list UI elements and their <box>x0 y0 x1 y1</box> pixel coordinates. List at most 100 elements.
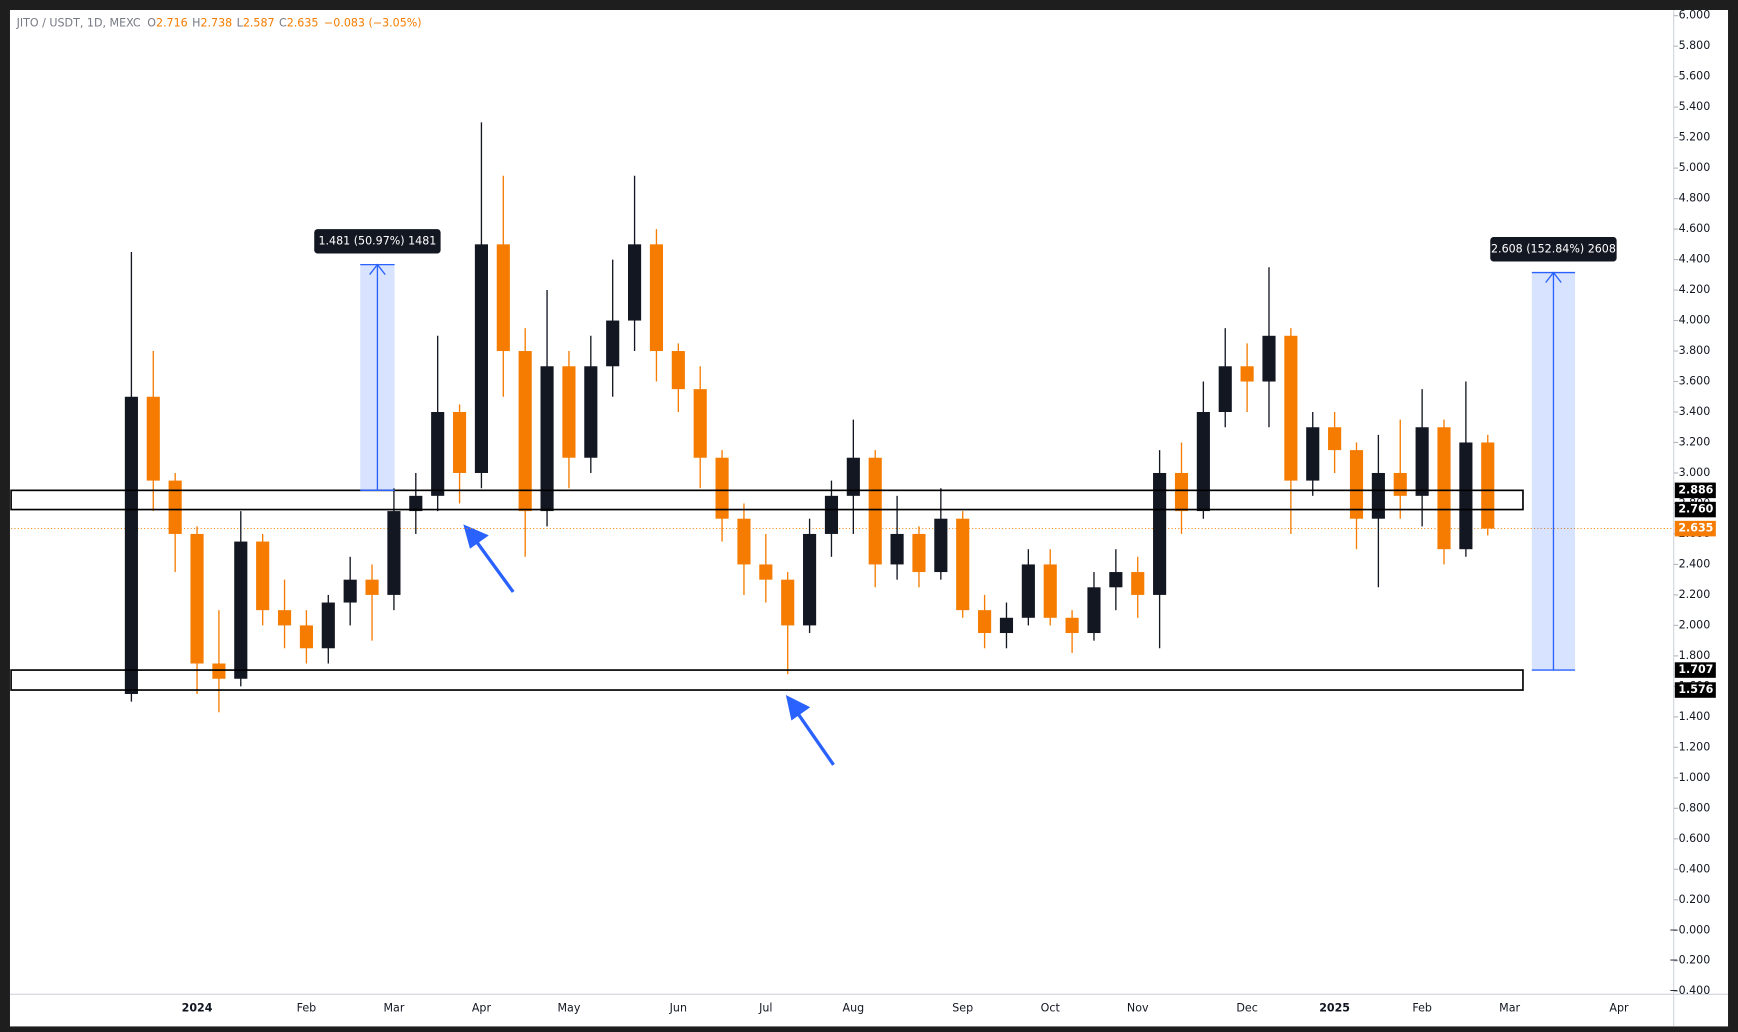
candle-body <box>474 244 488 473</box>
measure-label: 2.608 (152.84%) 2608 <box>1491 242 1616 255</box>
candle-body <box>540 366 554 512</box>
candle-body <box>737 518 751 565</box>
candle-body <box>1065 617 1079 634</box>
y-tick-label: 0.600 <box>1679 832 1711 845</box>
y-tick-label: 5.600 <box>1679 70 1711 83</box>
ohlc-value: 2.635 <box>287 16 319 29</box>
arrow-head <box>463 524 489 549</box>
candle-body <box>146 396 160 481</box>
x-tick-label: Aug <box>843 1002 865 1015</box>
ohlc-value: 2.738 <box>200 16 232 29</box>
candle-body <box>496 244 510 352</box>
y-tick-label: 5.400 <box>1679 100 1711 113</box>
candle-body <box>1196 412 1210 512</box>
candle-body <box>1459 442 1473 550</box>
x-tick-label: Mar <box>383 1002 404 1015</box>
y-tick-label: 3.200 <box>1679 435 1711 448</box>
measure-arrow <box>1545 271 1562 283</box>
candle-body <box>1043 564 1057 618</box>
candle-body <box>1131 572 1145 595</box>
y-tick-label: 1.800 <box>1679 649 1711 662</box>
arrow-head <box>785 695 811 721</box>
candle-body <box>1306 427 1320 481</box>
y-tick-label: 4.200 <box>1679 283 1711 296</box>
candle-body <box>781 579 795 626</box>
candle-body <box>978 610 992 634</box>
candle-body <box>321 602 335 649</box>
y-tick-label: 3.600 <box>1679 375 1711 388</box>
candle-body <box>256 541 270 611</box>
level-label-box <box>1674 482 1716 499</box>
y-tick-label: −0.400 <box>1669 984 1710 997</box>
candle-body <box>1262 335 1276 382</box>
y-tick-label: 1.000 <box>1679 771 1711 784</box>
ohlc-key: H <box>192 16 200 29</box>
x-tick-label: Mar <box>1499 1002 1520 1015</box>
symbol: JITO / USDT, 1D, MEXC <box>16 16 141 29</box>
measure-arrow <box>369 263 386 275</box>
y-tick-label: −0.000 <box>1669 923 1710 936</box>
zone <box>10 669 1524 691</box>
x-tick-label: Jul <box>758 1002 772 1015</box>
candle-body <box>518 351 532 512</box>
candle-body <box>124 396 138 694</box>
candle-body <box>868 457 882 565</box>
arrow <box>785 695 835 766</box>
candle-body <box>1109 572 1123 588</box>
y-tick-label: 5.000 <box>1679 161 1711 174</box>
level-label-box <box>1674 501 1716 518</box>
arrow-shaft <box>794 709 835 766</box>
legend-header: JITO / USDT, 1D, MEXC O2.716 H2.738 L2.587 C… <box>16 16 422 29</box>
x-tick-label: Apr <box>472 1002 492 1015</box>
candle-body <box>846 457 860 496</box>
candle-body <box>1415 427 1429 496</box>
level-label: 1.707 <box>1678 663 1713 676</box>
candle-body <box>912 533 926 573</box>
candle-body <box>628 244 642 321</box>
candle-body <box>671 351 685 390</box>
arrow-shaft <box>473 537 515 593</box>
candle-body <box>693 389 707 458</box>
candle-body <box>890 533 904 565</box>
candle-body <box>1371 472 1385 519</box>
y-tick-label: 5.800 <box>1679 39 1711 52</box>
y-tick-label: 1.200 <box>1679 740 1711 753</box>
candle-body <box>956 518 970 611</box>
x-tick-label: Feb <box>297 1002 317 1015</box>
y-tick-label: 4.600 <box>1679 222 1711 235</box>
y-tick-label: 3.800 <box>1679 344 1711 357</box>
y-tick-label: 0.200 <box>1679 893 1711 906</box>
candle-body <box>1021 564 1035 618</box>
x-tick-label: Dec <box>1236 1002 1257 1015</box>
candle-body <box>1153 472 1167 595</box>
ohlc-value: 2.716 <box>156 16 188 29</box>
candle-body <box>1284 335 1298 481</box>
measure-label-box <box>314 229 441 254</box>
candle-body <box>431 412 445 496</box>
candle-body <box>934 518 948 573</box>
x-tick-label: Apr <box>1609 1002 1629 1015</box>
candle-body <box>299 625 313 649</box>
change: −0.083 (−3.05%) <box>324 16 422 29</box>
candle-body <box>649 244 664 352</box>
ohlc-key: C <box>279 16 287 29</box>
candle-body <box>365 579 379 595</box>
x-tick-label: Nov <box>1127 1002 1149 1015</box>
candle-body <box>1087 587 1101 634</box>
y-tick-label: 4.800 <box>1679 192 1711 205</box>
candle-body <box>343 579 357 603</box>
candle-body <box>277 610 292 626</box>
y-tick-label: 4.000 <box>1679 314 1711 327</box>
candle-body <box>168 480 182 534</box>
ohlc-value: 2.587 <box>243 16 275 29</box>
candle-body <box>759 564 773 580</box>
level-label-box <box>1674 662 1716 678</box>
level-label: 2.886 <box>1678 483 1713 496</box>
candle-body <box>1218 366 1232 413</box>
level-label-box <box>1674 682 1716 698</box>
last-price-box <box>1674 520 1716 537</box>
y-tick-label: 3.400 <box>1679 405 1711 418</box>
x-tick-label: Feb <box>1412 1002 1432 1015</box>
